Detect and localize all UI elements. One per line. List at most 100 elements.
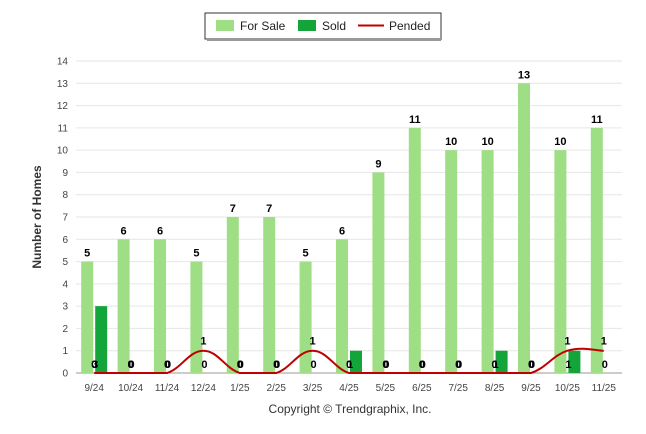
x-tick-label: 3/25 (303, 383, 323, 394)
y-tick-label: 10 (57, 146, 69, 157)
y-tick-label: 0 (62, 369, 68, 380)
y-tick-label: 12 (57, 101, 69, 112)
data-label-pended: 1 (564, 336, 570, 348)
data-label-for-sale: 6 (121, 225, 127, 237)
bar-for-sale (554, 150, 567, 373)
data-label-sold: 3 (92, 359, 98, 371)
data-label-for-sale: 5 (84, 248, 90, 260)
y-tick-label: 8 (62, 190, 68, 201)
bar-for-sale (154, 239, 166, 373)
data-label-pended: 0 (455, 359, 461, 371)
bar-sold (495, 350, 508, 373)
bar-for-sale (372, 172, 385, 373)
bar-for-sale (81, 261, 94, 373)
data-label-for-sale: 5 (193, 248, 199, 260)
data-label-for-sale: 11 (591, 114, 603, 126)
bars (81, 83, 603, 374)
data-label-for-sale: 6 (339, 225, 345, 237)
data-label-pended: 0 (237, 359, 243, 371)
data-label-pended: 0 (492, 359, 498, 371)
x-axis: 9/24 10/24 11/24 12/24 1/25 2/25 3/25 4/25 5/25 6… (84, 383, 616, 394)
bar-for-sale (408, 127, 421, 373)
data-label-for-sale: 10 (554, 136, 566, 148)
data-label-pended: 1 (601, 336, 607, 348)
bar-sold (95, 306, 108, 373)
bar-for-sale (445, 150, 458, 373)
data-label-for-sale: 11 (409, 114, 421, 126)
y-tick-label: 11 (58, 123, 69, 134)
x-tick-label: 5/25 (376, 383, 396, 394)
data-label-pended: 0 (382, 359, 388, 371)
data-label-sold: 1 (493, 359, 499, 371)
data-label-for-sale: 5 (303, 248, 309, 260)
legend-box (204, 12, 442, 40)
data-label-sold: 0 (383, 359, 389, 371)
x-tick-label: 8/25 (485, 383, 505, 394)
data-label-pended: 1 (200, 336, 206, 348)
x-tick-label: 7/25 (448, 383, 468, 394)
bar-sold (350, 350, 362, 373)
y-tick-label: 14 (57, 57, 69, 68)
y-tick-label: 5 (62, 257, 68, 268)
y-tick-label: 2 (62, 324, 68, 335)
legend-swatch-for-sale (216, 20, 234, 31)
bar-for-sale (481, 150, 494, 373)
data-label-pended: 0 (164, 359, 170, 371)
legend-label-for-sale: For Sale (240, 19, 286, 33)
x-tick-label: 6/25 (412, 383, 432, 394)
data-label-sold: 0 (165, 359, 171, 371)
data-label-for-sale: 7 (230, 203, 236, 215)
x-tick-label: 9/24 (84, 383, 104, 394)
copyright-text: Copyright © Trendgraphix, Inc. (269, 402, 432, 416)
data-label-for-sale: 6 (157, 225, 163, 237)
y-tick-label: 9 (62, 168, 68, 179)
bar-for-sale (299, 261, 312, 373)
grid (76, 60, 622, 374)
y-tick-label: 1 (62, 346, 68, 357)
data-label-sold: 0 (274, 359, 280, 371)
x-tick-label: 9/25 (521, 383, 541, 394)
data-label-for-sale: 10 (445, 136, 457, 148)
data-label-sold: 1 (565, 359, 571, 371)
x-tick-label: 11/24 (155, 383, 180, 394)
legend-label-sold: Sold (322, 19, 346, 33)
data-label-sold: 0 (420, 359, 426, 371)
y-tick-label: 4 (62, 279, 68, 290)
x-tick-label: 2/25 (266, 383, 286, 394)
bar-for-sale (226, 217, 239, 373)
x-tick-label: 12/24 (191, 383, 216, 394)
y-axis-label: Number of Homes (30, 165, 44, 269)
bar-sold (568, 350, 581, 373)
legend-swatch-sold (298, 20, 316, 31)
data-label-pended: 0 (419, 359, 425, 371)
data-label-sold: 0 (238, 359, 244, 371)
y-tick-label: 7 (62, 213, 68, 224)
data-label-sold: 0 (602, 359, 608, 371)
data-label-sold: 0 (311, 359, 317, 371)
data-label-pended: 0 (346, 359, 352, 371)
bar-for-sale (336, 239, 348, 373)
data-label-for-sale: 10 (481, 136, 493, 148)
x-tick-label: 4/25 (339, 383, 359, 394)
data-label-pended: 1 (310, 336, 316, 348)
x-tick-label: 1/25 (230, 383, 250, 394)
bar-for-sale (518, 83, 530, 374)
x-tick-label: 10/25 (555, 383, 580, 394)
legend-label-pended: Pended (389, 19, 430, 33)
data-label-for-sale: 9 (375, 158, 381, 170)
x-tick-label: 11/25 (592, 383, 617, 394)
data-label-sold: 0 (129, 359, 135, 371)
data-label-for-sale: 7 (266, 203, 272, 215)
data-label-for-sale: 13 (518, 69, 530, 81)
data-label-pended: 0 (91, 359, 97, 371)
pended-line (94, 347, 604, 374)
x-tick-label: 10/24 (118, 383, 143, 394)
y-tick-label: 13 (57, 79, 69, 90)
data-label-pended: 0 (273, 359, 279, 371)
data-labels: 5306006005017007005016109001100100010101… (84, 69, 608, 371)
bar-for-sale (117, 239, 130, 373)
y-tick-label: 6 (62, 235, 68, 246)
